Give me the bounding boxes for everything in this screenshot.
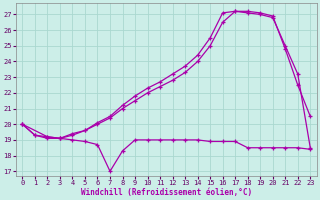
X-axis label: Windchill (Refroidissement éolien,°C): Windchill (Refroidissement éolien,°C) — [81, 188, 252, 197]
